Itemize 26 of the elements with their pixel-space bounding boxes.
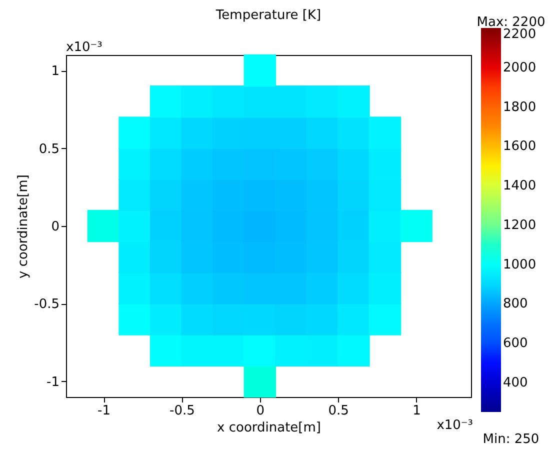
color-bar-label: 1400 <box>503 178 536 194</box>
color-bar-label: 2200 <box>503 27 536 42</box>
color-bar-label: 1600 <box>503 139 536 154</box>
color-bar-label: 600 <box>503 336 528 352</box>
y-tick-label: 0.5 <box>38 142 60 157</box>
color-bar-label: 400 <box>503 375 528 390</box>
text: x10⁻³ <box>436 418 473 433</box>
x-axis-title: x coordinate[m] <box>217 420 321 436</box>
text: Min: 250 <box>482 432 540 447</box>
color-bar-label: 2000 <box>503 60 536 76</box>
color-bar-label: 1200 <box>503 218 536 233</box>
text: x10⁻³ <box>66 40 102 55</box>
x-tick-label: 1 <box>412 404 421 418</box>
color-bar-label: 1000 <box>503 257 536 272</box>
y-tick-label: 0 <box>51 220 60 234</box>
y-tick-label: 1 <box>51 64 60 80</box>
y-tick-label: -0.5 <box>34 297 60 312</box>
y-tick-label: -1 <box>46 374 60 390</box>
color-bar-label: 800 <box>503 296 528 312</box>
color-bar-label: 1800 <box>503 100 536 115</box>
x-tick-label: -0.5 <box>170 404 195 418</box>
x-tick-label: 0 <box>256 404 265 418</box>
chart-title: Temperature [K] <box>214 8 322 23</box>
x-tick-label: 0.5 <box>328 404 349 418</box>
x-tick-label: -1 <box>98 404 111 418</box>
y-axis-title: y coordinate[m] <box>16 174 32 278</box>
